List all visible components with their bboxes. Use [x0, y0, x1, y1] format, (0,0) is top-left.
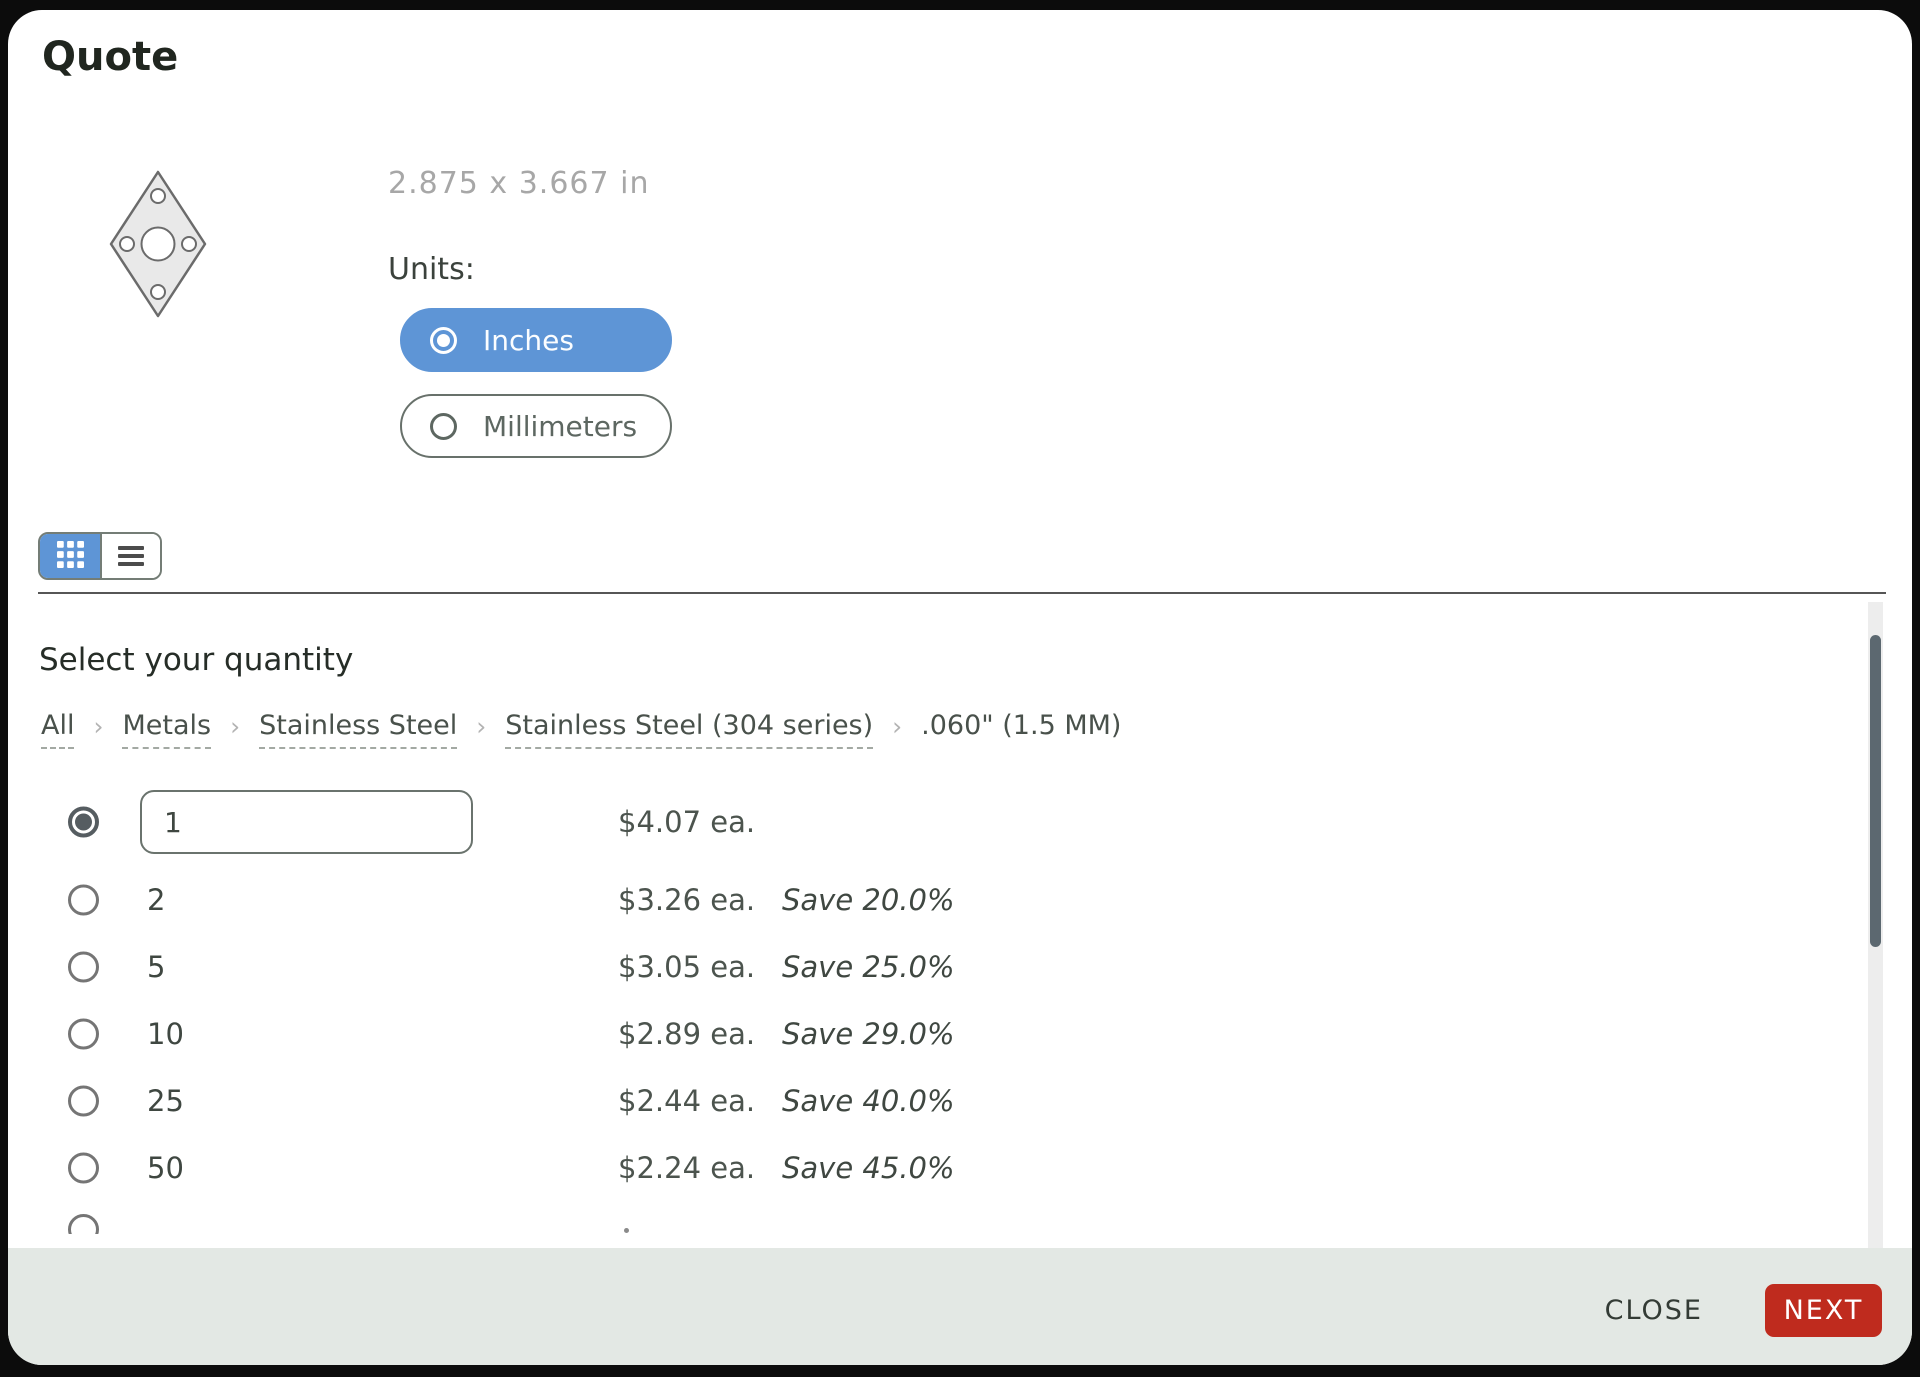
quantity-label: 10: [147, 1016, 184, 1051]
quantity-label: 5: [147, 949, 166, 984]
save-percent: Save 29.0%: [782, 1016, 955, 1051]
unit-option-label: Inches: [483, 323, 574, 357]
page-title: Quote: [42, 34, 179, 80]
part-dimensions: 2.875 x 3.667 in: [388, 166, 650, 201]
next-button[interactable]: NEXT: [1765, 1284, 1882, 1337]
quantity-row: 25 $2.44 ea. Save 40.0%: [40, 1067, 1840, 1134]
save-percent: Save 40.0%: [782, 1083, 955, 1118]
quantity-radio[interactable]: [68, 951, 99, 982]
quantity-list: $4.07 ea. 2 $3.26 ea. Save 20.0% 5 $3.05 ea. S…: [40, 778, 1840, 1263]
breadcrumb-item[interactable]: Stainless Steel: [259, 710, 458, 749]
clipped-text-fragment: [624, 1228, 629, 1233]
section-divider: [38, 592, 1886, 594]
save-percent: Save 25.0%: [782, 949, 955, 984]
unit-option-label: Millimeters: [483, 409, 638, 443]
grid-view-button[interactable]: [40, 534, 100, 578]
quantity-radio[interactable]: [68, 1018, 99, 1049]
quantity-row: 2 $3.26 ea. Save 20.0%: [40, 866, 1840, 933]
breadcrumb-separator-icon: ›: [93, 712, 104, 741]
quantity-radio-selected[interactable]: [68, 806, 99, 838]
units-label: Units:: [388, 252, 475, 287]
dialog-footer: CLOSE NEXT: [8, 1248, 1912, 1365]
list-clip-cover: [8, 1234, 1858, 1249]
quantity-heading: Select your quantity: [39, 642, 354, 678]
quote-dialog: Quote 2.875 x 3.667 in Units: Inches Mil…: [8, 10, 1912, 1365]
scrollbar-track[interactable]: [1868, 602, 1883, 1248]
quantity-radio[interactable]: [68, 1152, 99, 1183]
quantity-input[interactable]: [140, 790, 473, 854]
quantity-row: 5 $3.05 ea. Save 25.0%: [40, 933, 1840, 1000]
unit-price: $3.26 ea.: [618, 882, 756, 917]
grid-view-icon: [56, 540, 84, 572]
unit-price: $2.44 ea.: [618, 1083, 756, 1118]
list-view-button[interactable]: [100, 534, 160, 578]
save-percent: Save 20.0%: [782, 882, 955, 917]
part-preview-thumbnail: [109, 170, 207, 318]
breadcrumb-item: .060" (1.5 MM): [921, 710, 1122, 741]
view-toggle: [38, 532, 162, 580]
breadcrumb-separator-icon: ›: [476, 712, 487, 741]
unit-options: Inches Millimeters: [400, 308, 672, 458]
unit-radio-icon: [430, 326, 457, 354]
breadcrumb-item[interactable]: All: [41, 710, 75, 749]
unit-price: $2.89 ea.: [618, 1016, 756, 1051]
quantity-radio[interactable]: [68, 1085, 99, 1116]
scrollbar-thumb[interactable]: [1870, 635, 1881, 947]
quantity-row: $4.07 ea.: [40, 778, 1840, 866]
breadcrumb-separator-icon: ›: [892, 712, 903, 741]
quantity-row: 50 $2.24 ea. Save 45.0%: [40, 1134, 1840, 1201]
quantity-label: 2: [147, 882, 166, 917]
unit-price: $4.07 ea.: [618, 805, 756, 839]
save-percent: Save 45.0%: [782, 1150, 955, 1185]
quantity-label: 25: [147, 1083, 184, 1118]
unit-option-millimeters[interactable]: Millimeters: [400, 394, 672, 458]
unit-option-inches[interactable]: Inches: [400, 308, 672, 372]
unit-radio-icon: [430, 412, 457, 440]
quantity-label: 50: [147, 1150, 184, 1185]
breadcrumb-item[interactable]: Stainless Steel (304 series): [505, 710, 874, 749]
unit-price: $2.24 ea.: [618, 1150, 756, 1185]
breadcrumb-separator-icon: ›: [230, 712, 241, 741]
breadcrumb: All › Metals › Stainless Steel › Stainless Ste…: [41, 710, 1121, 749]
close-button[interactable]: CLOSE: [1591, 1285, 1717, 1336]
list-view-icon: [118, 542, 144, 571]
quantity-row: 10 $2.89 ea. Save 29.0%: [40, 1000, 1840, 1067]
unit-price: $3.05 ea.: [618, 949, 756, 984]
breadcrumb-item[interactable]: Metals: [122, 710, 212, 749]
quantity-radio[interactable]: [68, 884, 99, 915]
